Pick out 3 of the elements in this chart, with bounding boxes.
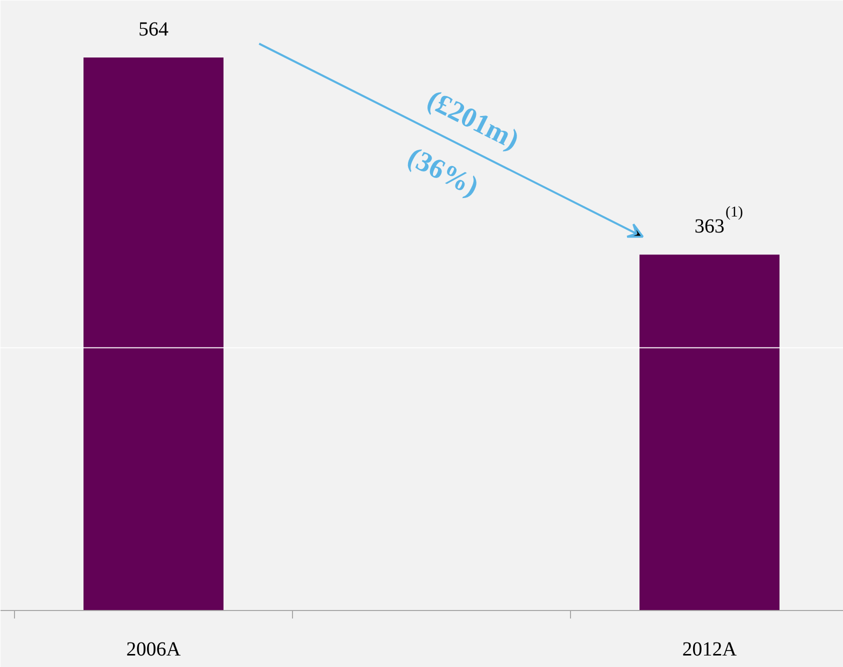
x-tick-label: 2006A — [126, 638, 182, 660]
x-tick-label: 2012A — [682, 638, 738, 660]
data-label: 564 — [138, 18, 168, 40]
